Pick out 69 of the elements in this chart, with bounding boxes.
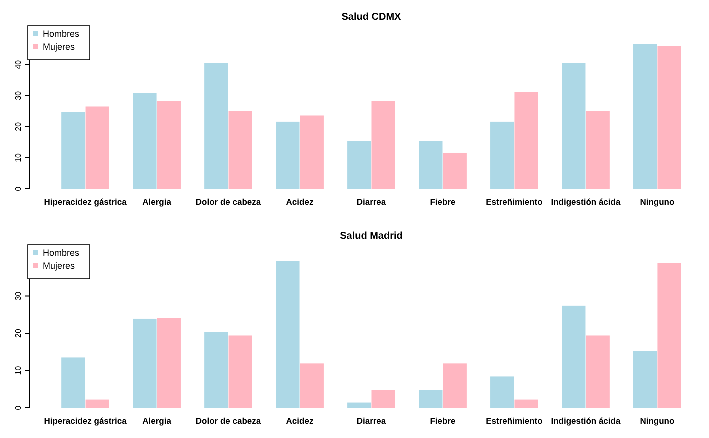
bar xyxy=(276,122,300,189)
x-tick-label: Hiperacidez gástrica xyxy=(44,416,128,426)
y-tick-label: 20 xyxy=(14,122,23,132)
y-tick-label: 30 xyxy=(14,90,23,100)
y-tick-label: 30 xyxy=(14,291,23,301)
x-tick-label: Ninguno xyxy=(640,197,675,207)
x-tick-label: Acidez xyxy=(286,416,314,426)
bar xyxy=(348,141,372,189)
bar xyxy=(62,358,86,408)
x-tick-label: Indigestión ácida xyxy=(551,416,621,426)
y-tick-label: 0 xyxy=(14,405,23,410)
bar xyxy=(372,101,396,189)
x-tick-label: Dolor de cabeza xyxy=(196,416,262,426)
bar xyxy=(490,376,514,408)
bar xyxy=(133,93,157,189)
bar xyxy=(586,111,610,189)
bar xyxy=(204,63,228,189)
bar xyxy=(490,122,514,189)
x-tick-label: Ninguno xyxy=(640,416,675,426)
bar xyxy=(86,400,110,408)
x-tick-label: Estreñimiento xyxy=(486,416,543,426)
x-tick-label: Alergia xyxy=(142,416,172,426)
chart-title: Salud CDMX xyxy=(342,12,402,23)
bar xyxy=(658,46,682,189)
y-tick-label: 10 xyxy=(14,366,23,376)
y-tick-label: 10 xyxy=(14,152,23,162)
bar xyxy=(62,112,86,189)
legend-label: Mujeres xyxy=(43,42,76,52)
bar xyxy=(86,106,110,189)
bar xyxy=(443,152,467,189)
bar xyxy=(133,318,157,408)
bar xyxy=(419,141,443,189)
bar xyxy=(562,63,586,189)
y-tick-label: 40 xyxy=(14,60,23,70)
bar xyxy=(634,351,658,408)
x-tick-label: Alergia xyxy=(142,197,172,207)
bar xyxy=(276,261,300,408)
x-tick-label: Diarrea xyxy=(356,416,386,426)
x-tick-label: Fiebre xyxy=(430,197,456,207)
bar xyxy=(157,318,181,408)
chart-title: Salud Madrid xyxy=(340,231,403,242)
bar xyxy=(586,336,610,408)
bar xyxy=(514,92,538,189)
x-tick-label: Acidez xyxy=(286,197,314,207)
bar xyxy=(228,336,252,408)
legend-label: Mujeres xyxy=(43,261,76,271)
bar xyxy=(157,101,181,189)
x-tick-label: Indigestión ácida xyxy=(551,197,621,207)
bar xyxy=(228,111,252,189)
legend-label: Hombres xyxy=(43,248,80,258)
bar xyxy=(419,390,443,408)
x-tick-label: Dolor de cabeza xyxy=(196,197,262,207)
bar xyxy=(562,306,586,408)
bar xyxy=(300,364,324,408)
y-tick-label: 0 xyxy=(14,186,23,192)
bar xyxy=(634,44,658,189)
x-tick-label: Estreñimiento xyxy=(486,197,543,207)
bar xyxy=(514,400,538,408)
x-tick-label: Hiperacidez gástrica xyxy=(44,197,128,207)
bar xyxy=(443,364,467,408)
bar xyxy=(658,263,682,408)
bar xyxy=(204,332,228,408)
x-tick-label: Diarrea xyxy=(356,197,386,207)
y-tick-label: 20 xyxy=(14,328,23,338)
bar xyxy=(300,116,324,189)
legend-label: Hombres xyxy=(43,29,80,39)
bar xyxy=(348,402,372,408)
x-tick-label: Fiebre xyxy=(430,416,456,426)
bar xyxy=(372,390,396,408)
